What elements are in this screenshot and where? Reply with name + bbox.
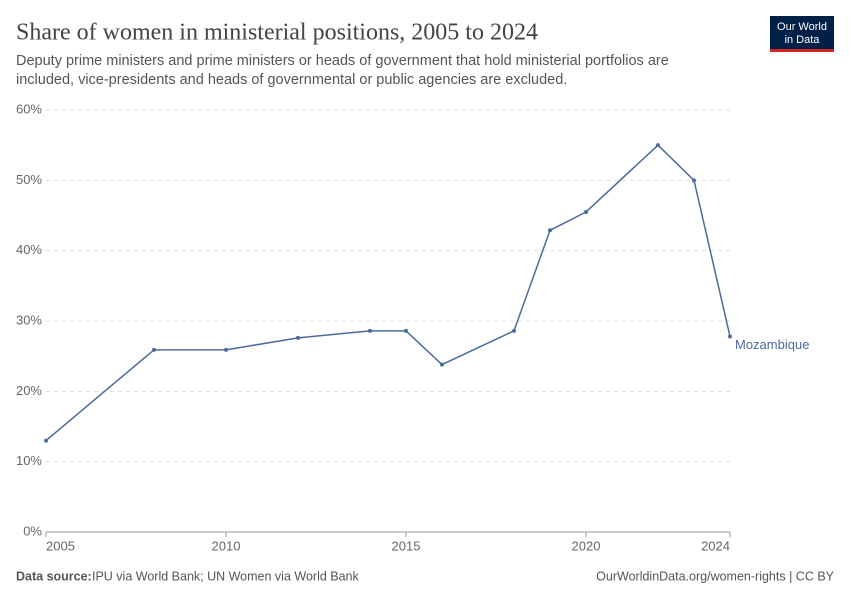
y-tick-label: 40% [16, 242, 42, 257]
y-tick-label: 60% [16, 101, 42, 116]
y-tick-label: 30% [16, 312, 42, 327]
footer-right: OurWorldinData.org/women-rights | CC BY [596, 569, 834, 583]
x-tick-label: 2015 [392, 538, 421, 553]
data-point [296, 335, 300, 340]
logo-text: Our World [777, 21, 827, 33]
subtitle: Deputy prime ministers and prime ministe… [16, 53, 669, 69]
data-point [584, 209, 588, 214]
x-tick-label: 2005 [46, 538, 75, 553]
logo-text: in Data [785, 34, 821, 46]
data-point [368, 328, 372, 333]
subtitle: included, vice-presidents and heads of g… [16, 72, 567, 88]
source: IPU via World Bank; UN Women via World B… [92, 569, 360, 583]
y-tick-label: 20% [16, 383, 42, 398]
y-tick-label: 10% [16, 453, 42, 468]
data-point [512, 328, 516, 333]
data-point [548, 228, 552, 233]
data-point [728, 334, 732, 339]
chart-title: Share of women in ministerial positions,… [16, 20, 538, 46]
source-label: Data source: [16, 569, 92, 583]
data-point [440, 362, 444, 367]
series-label: Mozambique [735, 337, 809, 352]
logo-bar [770, 49, 834, 52]
x-tick-label: 2020 [572, 538, 601, 553]
data-point [44, 438, 48, 443]
series-line [45, 144, 731, 442]
data-point [152, 347, 156, 352]
logo [770, 16, 834, 52]
x-tick-label: 2024 [701, 538, 730, 553]
data-point [692, 178, 696, 183]
data-point [224, 347, 228, 352]
y-tick-label: 50% [16, 172, 42, 187]
data-point [656, 143, 660, 148]
y-tick-label: 0% [23, 523, 42, 538]
data-point [404, 328, 408, 333]
x-tick-label: 2010 [212, 538, 241, 553]
